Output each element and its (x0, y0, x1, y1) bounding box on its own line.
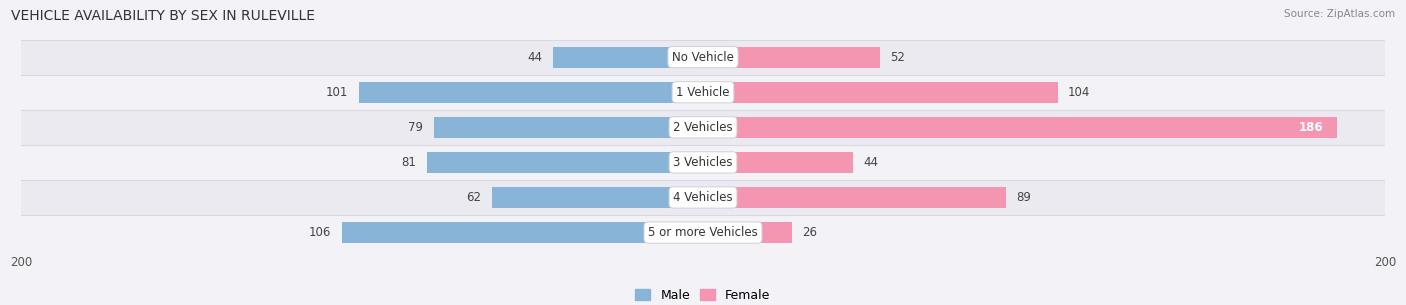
Text: 4 Vehicles: 4 Vehicles (673, 191, 733, 204)
Text: 44: 44 (527, 51, 543, 64)
Bar (427, 152, 703, 173)
Bar (703, 187, 1007, 208)
Bar (703, 82, 1057, 103)
Text: 62: 62 (467, 191, 481, 204)
Text: No Vehicle: No Vehicle (672, 51, 734, 64)
Bar (21, 110, 1385, 145)
Bar (21, 40, 1385, 75)
Bar (703, 222, 792, 243)
Text: 81: 81 (402, 156, 416, 169)
Text: Source: ZipAtlas.com: Source: ZipAtlas.com (1284, 9, 1395, 19)
Text: 106: 106 (309, 226, 332, 239)
Bar (359, 82, 703, 103)
Text: 3 Vehicles: 3 Vehicles (673, 156, 733, 169)
Bar (21, 145, 1385, 180)
Legend: Male, Female: Male, Female (630, 284, 776, 305)
Text: 52: 52 (890, 51, 905, 64)
Text: 26: 26 (801, 226, 817, 239)
Bar (21, 215, 1385, 250)
Text: 104: 104 (1067, 86, 1090, 99)
Bar (21, 75, 1385, 110)
Text: 1 Vehicle: 1 Vehicle (676, 86, 730, 99)
Bar (703, 47, 880, 68)
Text: 44: 44 (863, 156, 879, 169)
Bar (703, 117, 1337, 138)
Text: 5 or more Vehicles: 5 or more Vehicles (648, 226, 758, 239)
Bar (703, 152, 853, 173)
Bar (553, 47, 703, 68)
Bar (433, 117, 703, 138)
Text: 79: 79 (408, 121, 423, 134)
Text: 2 Vehicles: 2 Vehicles (673, 121, 733, 134)
Text: 186: 186 (1299, 121, 1323, 134)
Bar (21, 180, 1385, 215)
Bar (492, 187, 703, 208)
Text: 101: 101 (326, 86, 349, 99)
Bar (342, 222, 703, 243)
Text: VEHICLE AVAILABILITY BY SEX IN RULEVILLE: VEHICLE AVAILABILITY BY SEX IN RULEVILLE (11, 9, 315, 23)
Text: 89: 89 (1017, 191, 1032, 204)
